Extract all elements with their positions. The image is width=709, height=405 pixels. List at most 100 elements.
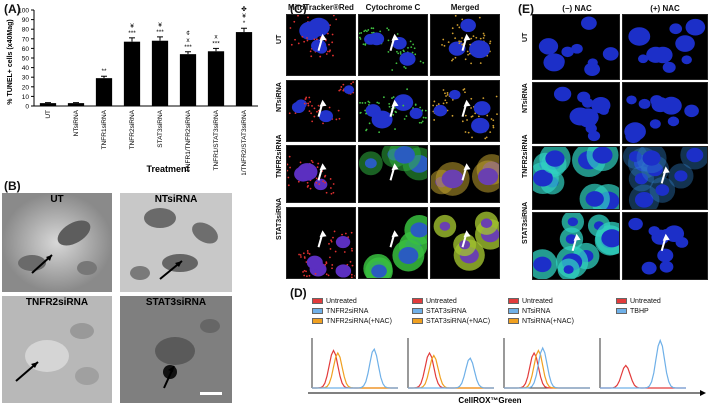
legend-swatch [508, 318, 519, 325]
nac-fluorescence-image [622, 82, 708, 144]
fluorescence-image [358, 145, 428, 203]
legend-swatch [312, 318, 323, 325]
y-tick-label: 80 [22, 27, 30, 34]
significance-mark: ** [101, 68, 107, 75]
histogram-curve [408, 357, 494, 389]
y-tick-label: 20 [22, 84, 30, 91]
fluorescence-image [358, 14, 428, 76]
histogram-curve [312, 349, 398, 389]
y-tick-label: 100 [18, 8, 29, 15]
em-title-stat3sirna: STAT3siRNA [145, 297, 207, 308]
panel-d-x-axis-label: CellROX™Green [458, 396, 521, 405]
legend-label: Untreated [326, 298, 357, 305]
histogram-curve [312, 347, 398, 389]
em-image-ut: UT [2, 193, 112, 292]
significance-mark: ¥ [130, 23, 134, 30]
bar [67, 103, 85, 106]
fluorescence-image [430, 80, 500, 142]
panel-a-y-axis-label: % TUNEL+ cells (x40Mag) [7, 19, 14, 104]
histogram-curve [408, 351, 494, 389]
bar [95, 78, 113, 106]
bar [235, 32, 253, 106]
legend-label: TNFR2siRNA(+NAC) [326, 318, 392, 325]
legend-entry: TBHP [616, 307, 661, 317]
nac-fluorescence-image [622, 212, 708, 280]
histogram-legend: Untreated TNFR2siRNA TNFR2siRNA(+NAC) [312, 297, 392, 327]
em-image-ntsirna: NTsiRNA [120, 193, 232, 292]
panel-e-row-ntsirna: NTsiRNA [522, 83, 529, 113]
x-tick-label: TNFR1/TNFR2siRNA [185, 109, 192, 172]
legend-entry: TNFR2siRNA [312, 307, 392, 317]
nac-fluorescence-image [532, 212, 620, 280]
histogram-legend: Untreated STAT3siRNA STAT3siRNA(+NAC) [412, 297, 490, 327]
panel-c-label: (C) [290, 2, 307, 16]
fluorescence-image [358, 80, 428, 142]
panel-c-col-merged: Merged [450, 3, 480, 12]
panel-a-bar-chart: % TUNEL+ cells (x40Mag) 0 10 20 30 40 50 60 70 8… [7, 5, 258, 175]
scale-bar [200, 392, 222, 395]
legend-swatch [412, 318, 423, 325]
significance-mark: ✤ [241, 5, 247, 13]
legend-swatch [412, 298, 423, 305]
significance-mark: *** [184, 44, 192, 51]
legend-label: NTsiRNA [522, 308, 551, 315]
bar [151, 40, 169, 106]
significance-mark: x [214, 33, 218, 40]
y-tick-label: 0 [25, 104, 29, 111]
legend-swatch [312, 298, 323, 305]
nac-fluorescence-image [532, 82, 620, 144]
legend-swatch [312, 308, 323, 315]
fluorescence-image [286, 80, 356, 142]
legend-swatch [412, 308, 423, 315]
histogram-curve [600, 364, 686, 389]
significance-mark: ¢ [186, 30, 190, 37]
em-image-stat3sirna: STAT3siRNA [120, 296, 232, 403]
legend-label: STAT3siRNA [426, 308, 467, 315]
panel-e-label: (E) [518, 2, 534, 16]
histogram-legend: Untreated TBHP [616, 297, 661, 317]
significance-mark: *** [156, 29, 164, 36]
y-tick-label: 30 [22, 75, 30, 82]
legend-swatch [616, 308, 627, 315]
panel-d-arrowhead [700, 390, 706, 396]
y-tick-label: 70 [22, 36, 30, 43]
panel-a-y-ticks: 0 10 20 30 40 50 60 70 80 90 100 [18, 8, 34, 111]
bar [123, 41, 141, 106]
panel-c-col-mitotracker: MitoTracker®Red [288, 3, 354, 12]
x-tick-label: NTsiRNA [73, 109, 80, 136]
panel-e-row-ut: UT [522, 32, 529, 42]
panel-d-label: (D) [290, 286, 307, 300]
legend-entry: NTsiRNA(+NAC) [508, 317, 574, 327]
nac-fluorescence-image [532, 146, 620, 210]
histogram-legend: Untreated NTsiRNA NTsiRNA(+NAC) [508, 297, 574, 327]
histogram-curve [504, 349, 590, 389]
legend-label: Untreated [522, 298, 553, 305]
fluorescence-image [430, 14, 500, 76]
panel-b-label: (B) [4, 179, 21, 193]
panel-c-row-tnfr2sirna: TNFR2siRNA [276, 134, 283, 178]
panel-a-label: (A) [4, 2, 21, 16]
bar [207, 51, 225, 106]
panel-c-row-ntsirna: NTsiRNA [276, 82, 283, 112]
em-title-ut: UT [50, 194, 64, 205]
panel-a-bars [39, 27, 253, 106]
legend-swatch [508, 308, 519, 315]
y-tick-label: 60 [22, 46, 30, 53]
legend-entry: Untreated [508, 297, 574, 307]
legend-entry: NTsiRNA [508, 307, 574, 317]
legend-entry: STAT3siRNA(+NAC) [412, 317, 490, 327]
nac-fluorescence-image [622, 14, 708, 80]
bar [179, 54, 197, 106]
x-tick-label: UT [45, 110, 52, 119]
fluorescence-image [286, 14, 356, 76]
y-tick-label: 90 [22, 17, 30, 24]
y-tick-label: 40 [22, 65, 30, 72]
histogram-curve [504, 346, 590, 389]
panel-c-row-ut: UT [276, 34, 283, 44]
panel-c-row-stat3sirna: STAT3siRNA [276, 197, 283, 240]
x-tick-label: TNFR2siRNA [129, 109, 136, 149]
x-tick-label: TNFR1/TNFR2/STAT3siRNA [241, 109, 248, 175]
fluorescence-image [286, 207, 356, 279]
legend-label: STAT3siRNA(+NAC) [426, 318, 491, 325]
nac-fluorescence-image [532, 14, 620, 80]
